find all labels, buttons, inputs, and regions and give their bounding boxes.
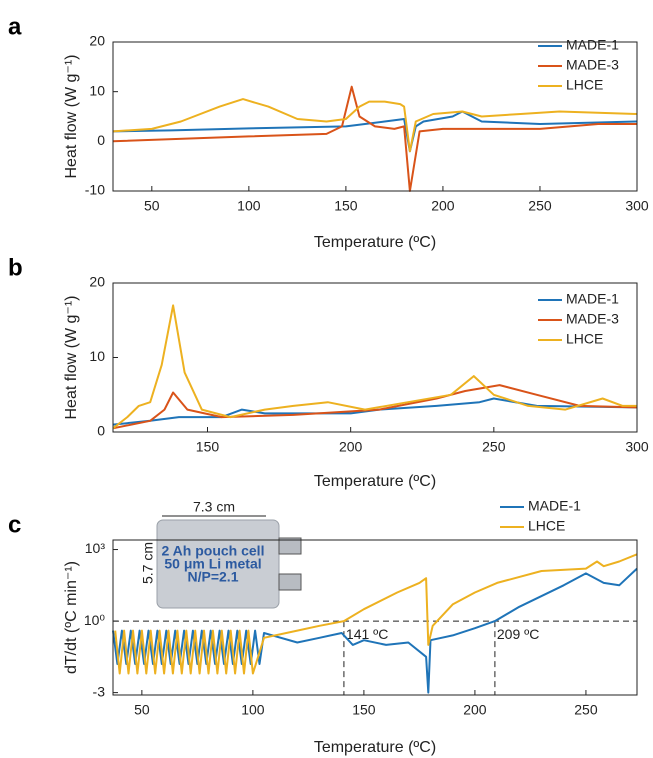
y-tick-label: -10 xyxy=(85,182,105,198)
data-line xyxy=(112,304,637,430)
x-tick-label: 150 xyxy=(352,702,376,718)
x-tick-label: 200 xyxy=(339,439,363,455)
data-line xyxy=(114,553,638,675)
data-line xyxy=(112,384,638,430)
x-tick-label: 100 xyxy=(237,198,261,214)
legend-label: LHCE xyxy=(566,331,603,347)
data-line xyxy=(112,567,638,694)
legend-label: MADE-1 xyxy=(528,498,581,514)
inset-tab xyxy=(278,573,302,591)
data-line xyxy=(112,397,638,426)
legend-label: MADE-1 xyxy=(566,37,619,53)
plot-frame xyxy=(112,539,638,696)
y-tick-label: 10³ xyxy=(85,540,106,556)
inset-width: 7.3 cm xyxy=(193,499,235,515)
y-tick-label: -3 xyxy=(93,683,106,699)
y-axis-label: dT/dt (ºC min⁻¹) xyxy=(63,561,80,674)
y-tick-label: 20 xyxy=(89,274,105,290)
y-tick-label: 20 xyxy=(89,33,105,49)
inset-text: N/P=2.1 xyxy=(188,569,239,585)
panel-letter: c xyxy=(8,511,21,538)
x-tick-label: 150 xyxy=(196,439,220,455)
x-tick-label: 200 xyxy=(431,198,455,214)
x-axis-label: Temperature (ºC) xyxy=(314,739,436,756)
x-axis-label: Temperature (ºC) xyxy=(314,473,436,490)
x-tick-label: 100 xyxy=(241,702,265,718)
x-tick-label: 300 xyxy=(625,198,649,214)
x-tick-label: 250 xyxy=(528,198,552,214)
data-line xyxy=(112,85,637,192)
panel-letter: b xyxy=(8,254,23,281)
annotation: 209 ºC xyxy=(497,626,539,642)
x-tick-label: 250 xyxy=(482,439,506,455)
annotation: 141 ºC xyxy=(346,626,388,642)
inset-tab xyxy=(278,537,302,555)
y-tick-label: 10 xyxy=(89,82,105,98)
y-tick-label: 10 xyxy=(89,348,105,364)
y-tick-label: 10⁰ xyxy=(84,612,106,628)
legend-label: MADE-3 xyxy=(566,311,619,327)
plot-frame xyxy=(112,41,638,192)
panel-letter: a xyxy=(8,13,22,40)
y-tick-label: 0 xyxy=(97,132,105,148)
legend-label: MADE-1 xyxy=(566,291,619,307)
inset-text: 50 μm Li metal xyxy=(164,556,261,572)
x-tick-label: 50 xyxy=(134,702,150,718)
x-tick-label: 200 xyxy=(463,702,487,718)
inset-cell xyxy=(156,519,280,609)
legend-label: LHCE xyxy=(528,518,565,534)
y-axis-label: Heat flow (W g⁻¹) xyxy=(63,295,80,419)
inset-text: 2 Ah pouch cell xyxy=(162,543,265,559)
legend-label: LHCE xyxy=(566,77,603,93)
x-tick-label: 50 xyxy=(144,198,160,214)
plot-frame xyxy=(112,282,638,433)
x-tick-label: 300 xyxy=(625,439,649,455)
inset-height: 5.7 cm xyxy=(140,542,156,584)
x-tick-label: 150 xyxy=(334,198,358,214)
y-axis-label: Heat flow (W g⁻¹) xyxy=(63,54,80,178)
y-tick-label: 0 xyxy=(97,423,105,439)
x-tick-label: 250 xyxy=(574,702,598,718)
legend-label: MADE-3 xyxy=(566,57,619,73)
data-line xyxy=(112,98,638,153)
x-axis-label: Temperature (ºC) xyxy=(314,234,436,251)
